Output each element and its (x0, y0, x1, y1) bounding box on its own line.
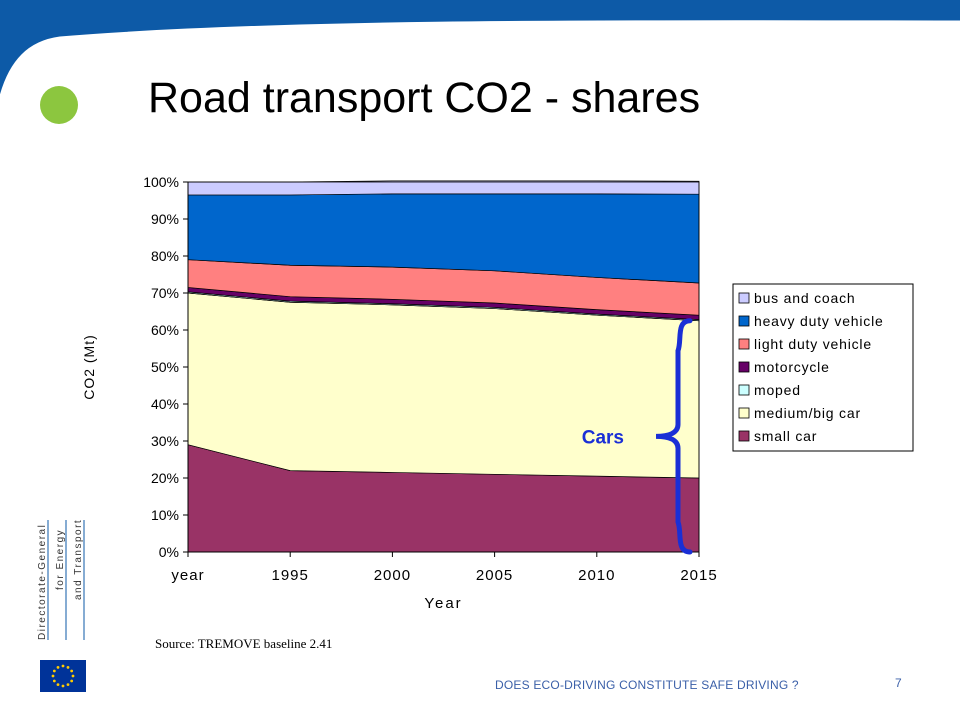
area-bus-and-coach (187, 180, 700, 196)
eu-star (61, 664, 65, 668)
x-tick-label: 2015 (680, 567, 717, 584)
legend-label: moped (754, 382, 801, 398)
x-axis-title: Year (424, 595, 462, 612)
y-tick-label: 20% (151, 470, 179, 486)
cars-brace (655, 318, 693, 555)
slide-title: Road transport CO2 - shares (148, 74, 701, 122)
legend-box (732, 283, 914, 452)
cars-annotation: Cars (582, 318, 693, 555)
eu-star (66, 683, 70, 687)
eu-flag-icon (40, 660, 86, 692)
legend-label: medium/big car (754, 405, 861, 421)
y-tick-label: 90% (151, 211, 179, 227)
eu-star (51, 674, 55, 678)
x-tick-label: year (171, 567, 204, 584)
y-tick-label: 60% (151, 322, 179, 338)
y-tick-label: 10% (151, 507, 179, 523)
eu-star (70, 669, 74, 673)
eu-star (52, 679, 56, 683)
eu-star (56, 665, 60, 669)
x-tick-label: 2010 (578, 567, 615, 584)
eu-star (66, 665, 70, 669)
x-tick-label: 1995 (272, 567, 309, 584)
y-tick-label: 30% (151, 433, 179, 449)
legend-swatch (738, 292, 750, 304)
y-tick-label: 40% (151, 396, 179, 412)
eu-star (71, 674, 75, 678)
eu-star (70, 679, 74, 683)
x-tick-label: 2000 (374, 567, 411, 584)
legend-label: heavy duty vehicle (754, 313, 884, 329)
dg-energy-transport-logo: Directorate-General for Energy and Trans… (37, 519, 85, 640)
top-banner (0, 0, 960, 101)
legend-label: bus and coach (754, 290, 855, 306)
legend-swatch (738, 407, 750, 419)
y-axis-title: CO2 (Mt) (81, 334, 97, 400)
title-bullet (40, 86, 78, 124)
y-tick-label: 0% (159, 544, 179, 560)
y-tick-label: 100% (143, 174, 179, 190)
legend-swatch (738, 430, 750, 442)
y-tick-label: 70% (151, 285, 179, 301)
logo-line-2: for Energy (55, 529, 66, 590)
legend-label: motorcycle (754, 359, 830, 375)
cars-label: Cars (582, 427, 624, 448)
eu-star (56, 683, 60, 687)
legend-label: small car (754, 428, 817, 444)
logo-line-3: and Transport (73, 519, 84, 600)
legend-swatch (738, 384, 750, 396)
area-medium-big-car (187, 292, 700, 479)
eu-star (52, 669, 56, 673)
y-tick-label: 80% (151, 248, 179, 264)
eu-star (61, 684, 65, 688)
legend-swatch (738, 338, 750, 350)
legend-label: light duty vehicle (754, 336, 872, 352)
chart-areas (187, 180, 700, 553)
footer-text: DOES ECO-DRIVING CONSTITUTE SAFE DRIVING… (495, 678, 799, 692)
x-tick-label: 2005 (476, 567, 513, 584)
legend-swatch (738, 315, 750, 327)
legend-swatch (738, 361, 750, 373)
y-tick-label: 50% (151, 359, 179, 375)
chart-axes: 0% 10% 20% 30% 40% 50% 60% 70% 80% 90% 100% year 199… (81, 174, 717, 612)
source-note: Source: TREMOVE baseline 2.41 (155, 636, 333, 651)
chart-legend: bus and coach heavy duty vehicle light dut… (732, 283, 914, 452)
logo-line-1: Directorate-General (37, 524, 48, 640)
page-number: 7 (895, 676, 902, 690)
